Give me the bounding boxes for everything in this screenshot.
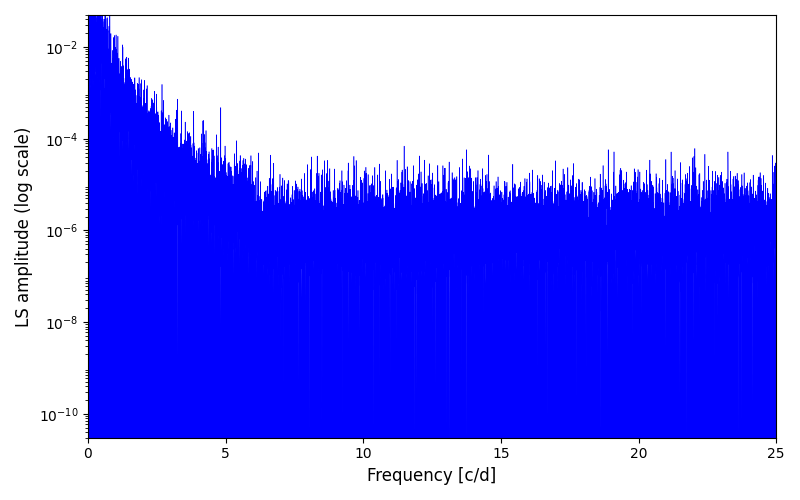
X-axis label: Frequency [c/d]: Frequency [c/d] [367, 467, 497, 485]
Y-axis label: LS amplitude (log scale): LS amplitude (log scale) [15, 126, 33, 326]
